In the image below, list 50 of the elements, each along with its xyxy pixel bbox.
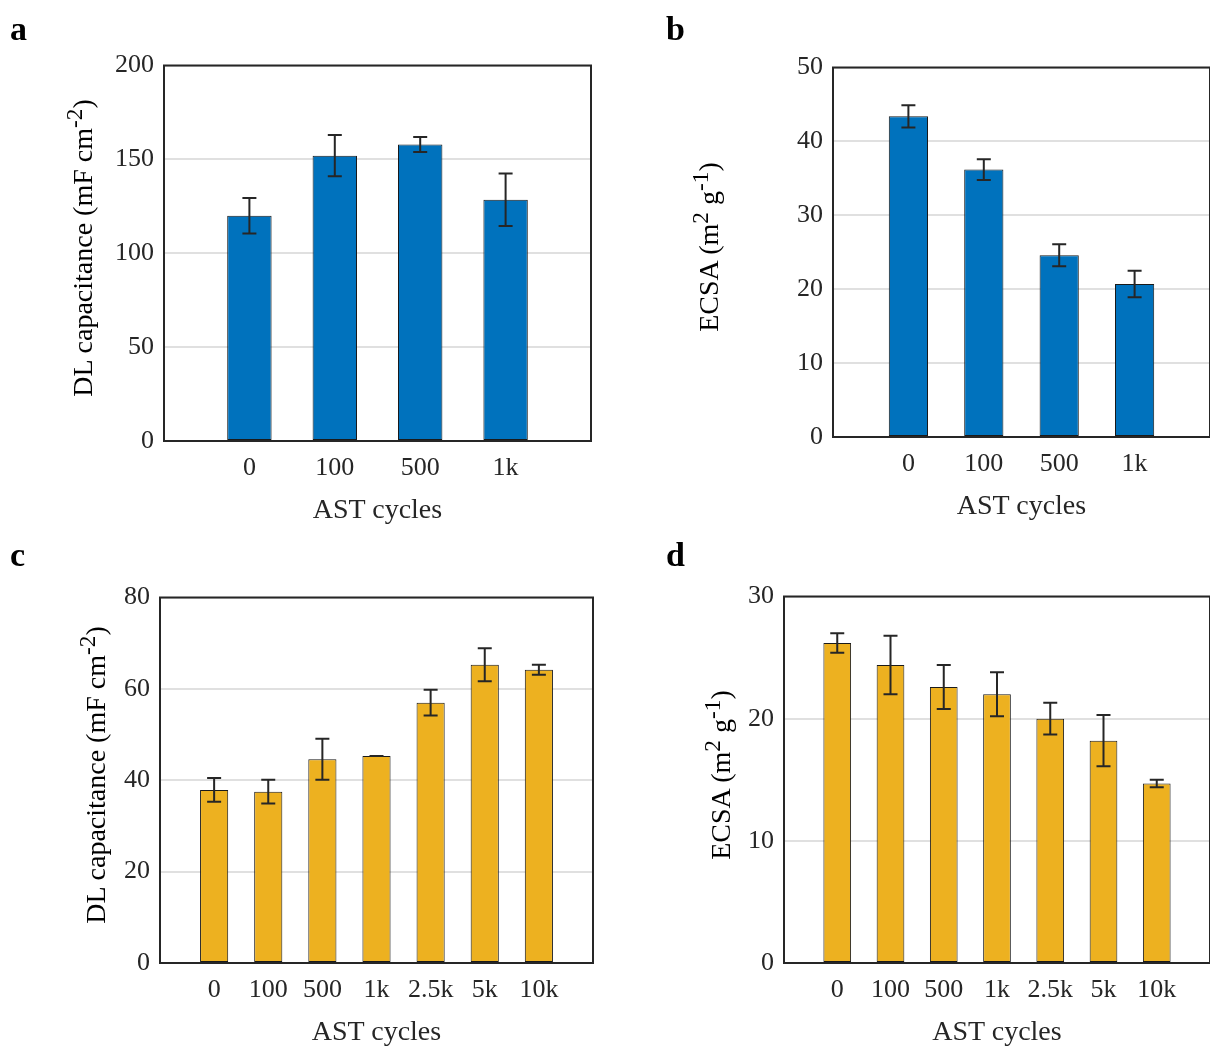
x-tick-label: 500 <box>1039 448 1079 478</box>
x-tick-label: 500 <box>400 452 440 482</box>
x-tick-label: 2.5k <box>1027 974 1073 1004</box>
x-tick-label: 1k <box>984 974 1010 1004</box>
y-tick-label: 10 <box>748 824 774 854</box>
chart-title: a <box>10 10 27 47</box>
y-tick-label: 200 <box>115 49 154 79</box>
x-tick-label: 500 <box>924 974 964 1004</box>
x-tick-label: 5k <box>1090 974 1117 1004</box>
x-tick-label: 500 <box>302 974 342 1004</box>
x-tick-label: 100 <box>871 974 910 1004</box>
y-tick-label: 30 <box>748 580 774 610</box>
x-tick-label: 1k <box>363 974 390 1004</box>
y-tick-label: 60 <box>124 672 150 702</box>
x-tick-label: 1k <box>492 452 519 482</box>
y-tick-label: 80 <box>124 581 150 611</box>
y-tick-label: 40 <box>124 764 150 794</box>
chart-title: d <box>666 536 685 573</box>
y-tick-label: 20 <box>797 273 823 303</box>
x-axis-title: AST cycles <box>311 1014 442 1046</box>
x-tick-label: 10k <box>519 974 559 1004</box>
x-axis-title: AST cycles <box>956 488 1087 520</box>
y-tick-label: 50 <box>128 330 154 360</box>
x-tick-label: 0 <box>207 974 221 1004</box>
chart-title: b <box>666 10 685 47</box>
x-tick-label: 0 <box>901 448 915 478</box>
x-axis-title: AST cycles <box>312 492 443 524</box>
y-tick-label: 10 <box>797 346 823 376</box>
y-tick-label: 0 <box>761 946 774 976</box>
x-tick-label: 1k <box>1121 448 1148 478</box>
y-tick-label: 0 <box>137 946 150 976</box>
x-tick-label: 100 <box>964 448 1004 478</box>
x-axis-title: AST cycles <box>932 1014 1062 1046</box>
chart-title: c <box>10 536 26 573</box>
y-tick-label: 20 <box>748 702 774 732</box>
x-tick-label: 100 <box>315 452 355 482</box>
y-tick-label: 20 <box>124 855 150 885</box>
y-tick-label: 0 <box>141 424 154 454</box>
y-tick-label: 50 <box>797 51 823 81</box>
y-tick-label: 0 <box>810 420 823 450</box>
x-tick-label: 5k <box>471 974 498 1004</box>
x-tick-label: 0 <box>830 974 844 1004</box>
y-tick-label: 30 <box>797 199 823 229</box>
x-tick-label: 100 <box>248 974 288 1004</box>
y-tick-label: 40 <box>797 125 823 155</box>
x-tick-label: 2.5k <box>407 974 454 1004</box>
x-tick-label: 10k <box>1137 974 1177 1004</box>
y-tick-label: 150 <box>115 143 154 173</box>
y-tick-label: 100 <box>115 237 154 267</box>
x-tick-label: 0 <box>242 452 256 482</box>
